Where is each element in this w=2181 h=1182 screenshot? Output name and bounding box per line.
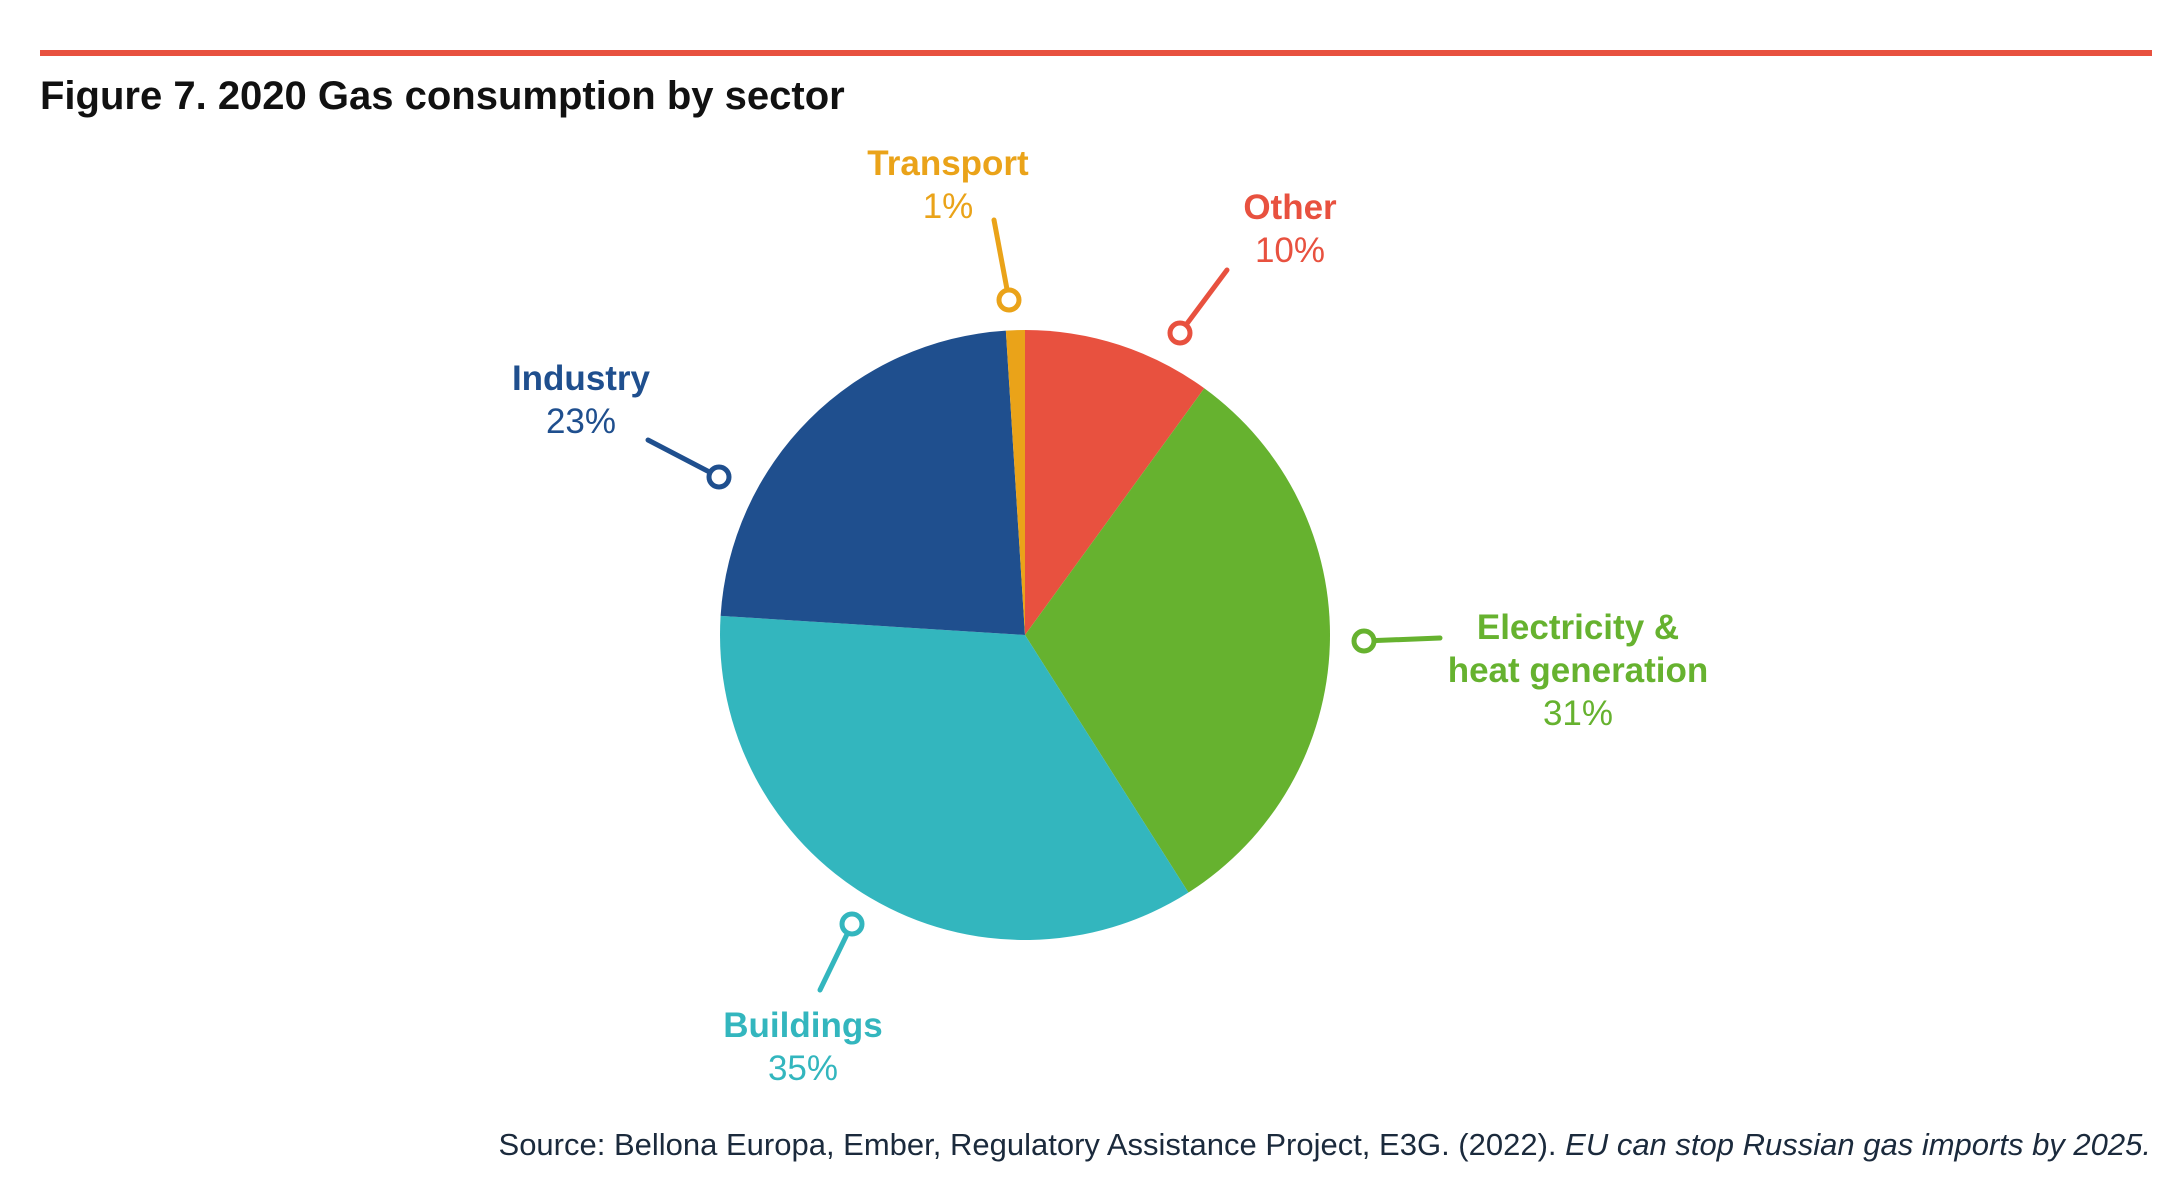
callout-line-other <box>1177 267 1230 336</box>
source-prefix: Source: Bellona Europa, Ember, Regulator… <box>498 1127 1557 1162</box>
slice-value-industry: 23% <box>546 402 616 441</box>
pie-slice-buildings <box>719 615 1189 941</box>
slice-value-buildings: 35% <box>768 1049 838 1088</box>
callout-line-industry <box>645 437 722 480</box>
slice-value-transport: 1% <box>923 187 974 226</box>
pie-slice-other <box>1025 330 1205 635</box>
pie-slice-electricity-heat-generation <box>1025 388 1330 893</box>
figure-title: Figure 7. 2020 Gas consumption by sector <box>40 74 845 118</box>
slice-label-electricity-heat-generation-line-1: Electricity & <box>1477 608 1679 647</box>
slice-label-industry: Industry <box>512 359 651 398</box>
source-citation: EU can stop Russian gas imports by 2025. <box>1565 1127 2151 1162</box>
callout-marker-transport <box>996 287 1022 313</box>
slice-value-electricity-heat-generation: 31% <box>1543 694 1613 733</box>
callout-marker-electricity-heat-generation <box>1351 628 1377 654</box>
callout-line-transport <box>991 217 1012 303</box>
callout-marker-industry <box>706 464 732 490</box>
slice-label-electricity-heat-generation-line-2: heat generation <box>1448 651 1709 690</box>
callout-line-electricity-heat-generation <box>1361 635 1443 644</box>
slice-label-other: Other <box>1243 188 1337 227</box>
source-note: Source: Bellona Europa, Ember, Regulator… <box>499 1127 2151 1163</box>
callout-marker-buildings <box>839 911 865 937</box>
callout-marker-other <box>1167 320 1193 346</box>
slice-value-other: 10% <box>1255 231 1325 270</box>
slice-label-buildings: Buildings <box>723 1006 882 1045</box>
pie-labels: Other 10% Electricity & heat generation 31% B… <box>512 144 1708 1088</box>
pie-callouts <box>645 217 1443 993</box>
pie-slice-transport <box>1005 330 1025 635</box>
slice-label-transport: Transport <box>867 144 1029 183</box>
top-rule <box>40 50 2152 56</box>
pie-slice-industry <box>720 330 1025 635</box>
pie-slices <box>719 330 1330 941</box>
